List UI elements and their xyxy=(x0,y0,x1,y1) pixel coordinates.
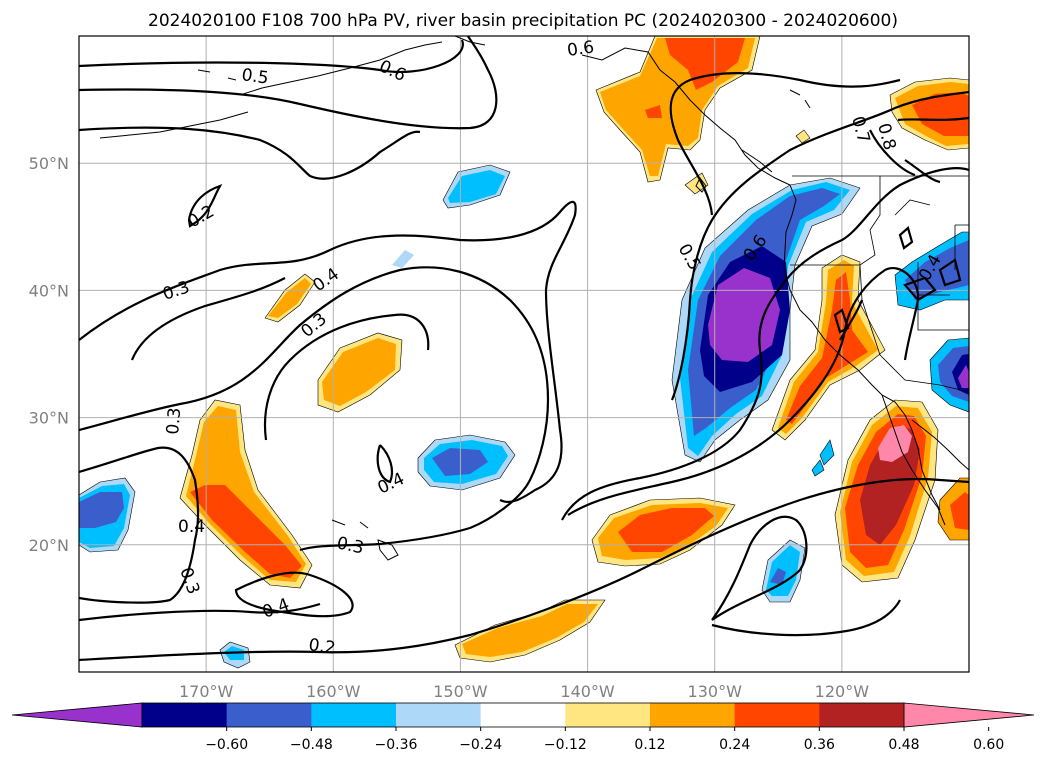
colorbar-bin xyxy=(311,703,397,727)
colorbar-bin xyxy=(650,703,736,727)
latitude-labels: 50°N 40°N 30°N 20°N xyxy=(29,154,69,555)
colorbar-bin xyxy=(142,703,228,727)
contour-label: 0.4 xyxy=(178,517,205,537)
map-panel: 0.5 0.6 0.6 0.2 0.3 0.4 0.3 0.3 0.4 0.4 … xyxy=(79,36,969,672)
colorbar-bin xyxy=(480,703,566,727)
colorbar-tick-label: 0.60 xyxy=(973,737,1004,753)
colorbar-tick-label: −0.60 xyxy=(205,737,248,753)
latitude-tick-label: 20°N xyxy=(29,536,69,555)
longitude-tick-label: 150°W xyxy=(433,682,488,701)
latitude-tick-label: 30°N xyxy=(29,409,69,428)
colorbar-bin xyxy=(565,703,651,727)
political-borders xyxy=(790,175,969,393)
colorbar-tick-label: −0.48 xyxy=(290,737,333,753)
colorbar: −0.60 −0.48 −0.36 −0.24 −0.12 0.12 0.24 0.36 0.4… xyxy=(11,702,1035,753)
colorbar-bin xyxy=(819,703,905,727)
colorbar-tick-label: 0.24 xyxy=(719,737,750,753)
contour-label: 0.2 xyxy=(307,635,337,659)
colorbar-bin xyxy=(734,703,820,727)
map-frame xyxy=(78,35,970,673)
colorbar-tick-label: 0.48 xyxy=(888,737,919,753)
map-title: 2024020100 F108 700 hPa PV, river basin … xyxy=(148,11,898,31)
longitude-tick-label: 120°W xyxy=(815,682,870,701)
latitude-tick-label: 50°N xyxy=(29,154,69,173)
colorbar-bin xyxy=(226,703,312,727)
map-gridlines xyxy=(79,36,969,672)
longitude-tick-label: 170°W xyxy=(179,682,234,701)
contour-label: 0.5 xyxy=(240,65,270,89)
colorbar-tick-label: −0.24 xyxy=(459,737,502,753)
contour-label: 0.3 xyxy=(163,407,185,436)
colorbar-tick-label: 0.12 xyxy=(634,737,665,753)
coastlines xyxy=(99,36,969,561)
longitude-labels: 170°W 160°W 150°W 140°W 130°W 120°W xyxy=(179,682,869,701)
colorbar-max-extend xyxy=(903,702,1035,728)
colorbar-bin xyxy=(396,703,482,727)
colorbar-tick-label: −0.12 xyxy=(544,737,587,753)
longitude-tick-label: 160°W xyxy=(306,682,361,701)
longitude-tick-label: 130°W xyxy=(688,682,743,701)
pv-contours xyxy=(79,36,969,662)
colorbar-tick-label: 0.36 xyxy=(804,737,835,753)
contour-label: 0.6 xyxy=(566,37,596,61)
longitude-tick-label: 140°W xyxy=(560,682,615,701)
colorbar-tick-label: −0.36 xyxy=(375,737,418,753)
colorbar-min-extend xyxy=(11,702,143,728)
latitude-tick-label: 40°N xyxy=(29,281,69,300)
